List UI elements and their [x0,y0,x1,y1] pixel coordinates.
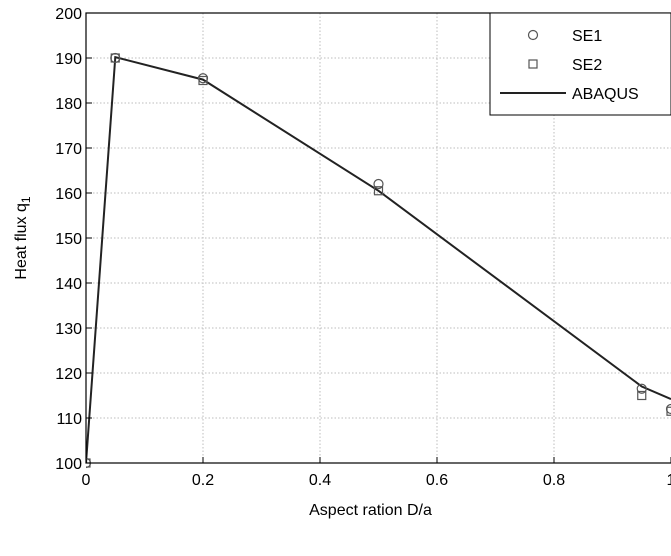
y-tick-label: 150 [55,231,82,248]
y-tick-label: 100 [55,456,82,473]
x-tick-label: 0.4 [309,472,331,489]
series-abaqus-line [86,55,671,464]
series-layer [86,52,671,469]
x-tick-label: 0.8 [543,472,565,489]
legend: SE1 SE2 ABAQUS [489,12,671,116]
y-tick-label: 110 [56,411,82,428]
x-axis-title: Aspect ration D/a [309,502,432,519]
legend-square-icon [528,59,538,69]
legend-label-abaqus: ABAQUS [572,86,639,103]
x-tick-label: 0.2 [192,472,214,489]
se2-point [666,406,671,416]
legend-label-se2: SE2 [572,57,602,74]
y-tick-label: 120 [55,366,82,383]
se2-point [198,75,208,86]
se2-point [637,390,647,401]
y-tick-labels: 100 110 120 130 140 150 160 170 180 190 200 [55,6,82,473]
x-tick-labels: 0 0.2 0.4 0.6 0.8 1 [82,472,671,489]
legend-label-se1: SE1 [572,28,602,45]
x-tick-label: 1 [667,472,671,489]
tick-marks [85,12,671,464]
y-tick-label: 180 [55,96,82,113]
legend-box [489,12,671,116]
y-tick-label: 200 [55,6,82,23]
y-tick-label: 160 [55,186,82,203]
se2-point [373,186,384,196]
y-tick-label: 170 [55,141,82,158]
se1-point [636,383,647,394]
x-tick-label: 0 [82,472,91,489]
y-tick-label: 130 [55,321,82,338]
y-axis-title-subscript: 1 [19,196,33,203]
legend-circle-icon [527,29,539,41]
y-tick-label: 140 [55,276,82,293]
y-axis-title-main: Heat flux q [13,203,30,279]
x-tick-label: 0.6 [426,472,448,489]
y-tick-label: 190 [55,51,82,68]
se2-point [110,53,120,63]
y-axis-title: Heat flux q1 [13,196,33,279]
se1-point [373,178,384,190]
